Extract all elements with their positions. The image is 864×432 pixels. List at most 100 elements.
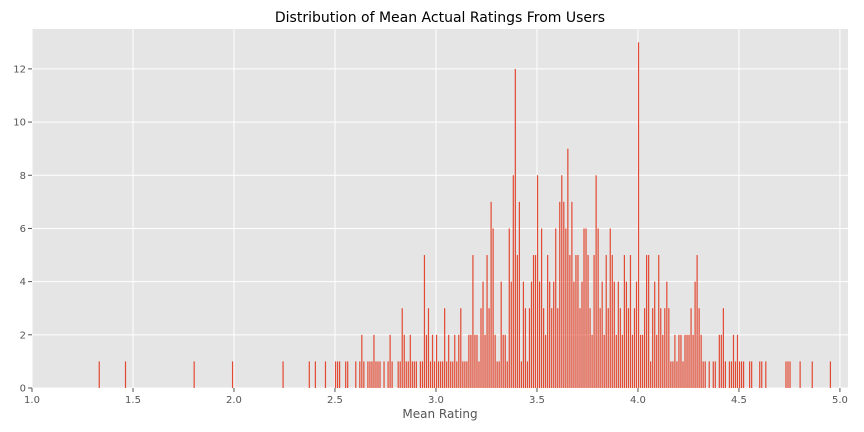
x-axis-ticks: 1.0 1.5 2.0 2.5 3.0 3.5 4.0 4.5 5.0 (24, 388, 848, 406)
histogram-bar (549, 281, 551, 388)
histogram-bar (555, 228, 557, 388)
histogram-bar (403, 334, 405, 388)
histogram-bar (700, 334, 702, 388)
histogram-bar (460, 308, 462, 388)
histogram-bar (714, 361, 716, 388)
histogram-bar (524, 308, 527, 388)
histogram-bar (563, 201, 565, 388)
histogram-bar (611, 255, 613, 388)
histogram-bar (559, 201, 561, 388)
histogram-bar (751, 361, 753, 388)
y-axis-ticks: 0 2 4 6 8 10 12 (13, 64, 32, 395)
histogram-bar (799, 361, 801, 388)
histogram-bar (532, 255, 535, 388)
histogram-bar (617, 281, 619, 388)
histogram-bar (656, 334, 658, 388)
y-tick-label: 12 (13, 64, 26, 75)
histogram-bar (571, 201, 573, 388)
histogram-bar (637, 42, 640, 389)
histogram-bar (411, 361, 413, 388)
histogram-bar (545, 334, 547, 388)
histogram-bar (759, 361, 761, 388)
histogram-bar (500, 281, 502, 388)
histogram-bar (734, 361, 737, 388)
y-tick-label: 10 (13, 118, 26, 129)
histogram-bar (543, 308, 545, 388)
x-tick-label: 5.0 (832, 395, 848, 406)
y-tick-label: 8 (20, 171, 26, 182)
x-tick-label: 1.0 (24, 395, 40, 406)
histogram-bar (470, 334, 472, 388)
histogram-bar (347, 361, 349, 388)
histogram-bar (442, 361, 444, 388)
histogram-bar (619, 308, 621, 388)
histogram-bar (514, 68, 516, 388)
histogram-bar (468, 334, 470, 388)
histogram-bar (607, 308, 609, 388)
histogram-bar (440, 361, 442, 388)
histogram-bar (193, 361, 195, 388)
histogram-bar (702, 361, 704, 388)
histogram-bar (448, 334, 450, 388)
histogram-bar (409, 334, 411, 388)
histogram-bar (526, 361, 529, 388)
histogram-bar (373, 334, 375, 388)
histogram-bar (444, 308, 446, 388)
histogram-bar (557, 308, 559, 388)
histogram-bar (623, 255, 625, 388)
histogram-bar (476, 334, 478, 388)
histogram-bar (742, 361, 745, 388)
histogram-bar (633, 308, 636, 388)
histogram-bar (627, 308, 630, 388)
histogram-bar (674, 334, 676, 388)
histogram-bar (454, 334, 456, 388)
histogram-bar (573, 281, 575, 388)
histogram-bar (407, 361, 409, 388)
chart-title: Distribution of Mean Actual Ratings From… (275, 10, 605, 26)
histogram-bar (502, 334, 504, 388)
histogram-bar (547, 255, 549, 388)
histogram-bar (678, 334, 680, 388)
histogram-bar (429, 361, 432, 388)
histogram-bar (124, 361, 127, 388)
histogram-bar (761, 361, 763, 388)
histogram-bar (361, 334, 363, 388)
histogram-bar (464, 361, 466, 388)
histogram-bar (575, 255, 577, 388)
histogram-bar (603, 334, 605, 388)
histogram-bar (474, 334, 476, 388)
histogram-bar (456, 361, 458, 388)
histogram-bar (579, 308, 581, 388)
histogram-bar (427, 308, 430, 388)
histogram-bar (494, 334, 496, 388)
histogram-bar (740, 361, 743, 388)
histogram-bar (452, 361, 454, 388)
histogram-bar (355, 361, 357, 388)
histogram-bar (698, 308, 700, 388)
histogram-bar (666, 281, 668, 388)
histogram-bar (536, 175, 539, 388)
histogram-bar (785, 361, 787, 388)
histogram-bar (641, 334, 644, 388)
histogram-bars (98, 42, 832, 389)
y-tick-label: 4 (20, 277, 26, 288)
histogram-bar (435, 334, 438, 388)
histogram-bar (339, 361, 341, 388)
histogram-bar (482, 281, 484, 388)
histogram-bar (437, 361, 440, 388)
histogram-bar (722, 308, 724, 388)
histogram-bar (587, 255, 589, 388)
histogram-bar (516, 255, 518, 388)
histogram-bar (433, 361, 436, 388)
histogram-bar (397, 361, 399, 388)
histogram-bar (787, 361, 789, 388)
histogram-bar (829, 361, 832, 388)
histogram-bar (708, 361, 710, 388)
histogram-bar (534, 255, 537, 388)
histogram-bar (345, 361, 347, 388)
histogram-bar (538, 281, 541, 388)
histogram-bar (387, 361, 389, 388)
histogram-bar (377, 361, 379, 388)
histogram-bar (672, 361, 674, 388)
